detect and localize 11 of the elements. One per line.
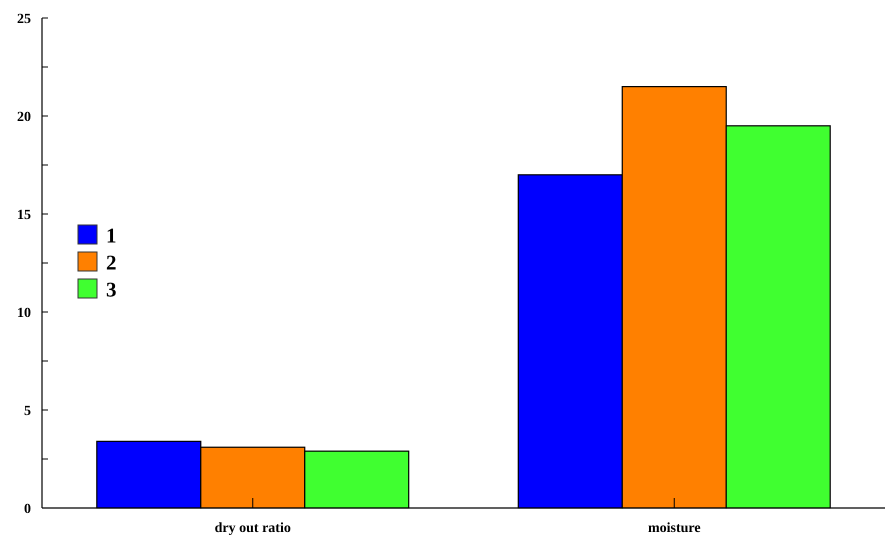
legend-label: 3	[106, 277, 116, 302]
x-tick-label: dry out ratio	[214, 521, 291, 536]
legend-label: 2	[106, 250, 116, 274]
y-tick-label: 15	[17, 208, 31, 223]
y-tick-label: 0	[24, 502, 31, 517]
y-tick-label: 20	[17, 110, 31, 125]
y-tick-label: 25	[17, 12, 31, 27]
x-tick-label: moisture	[648, 521, 701, 536]
y-tick-label: 5	[24, 404, 31, 419]
y-tick-label: 10	[17, 306, 31, 321]
legend-label: 1	[106, 223, 116, 248]
